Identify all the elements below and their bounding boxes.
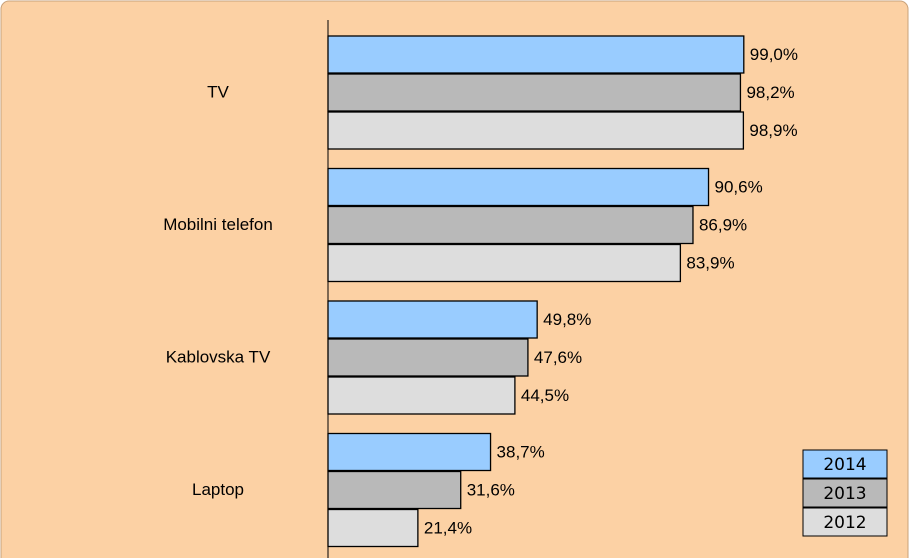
bar — [327, 432, 492, 472]
bar — [327, 508, 419, 548]
y-tick-label: Laptop — [192, 480, 244, 499]
bar — [327, 111, 745, 150]
bar — [327, 338, 529, 377]
bar — [327, 243, 682, 283]
legend-swatch — [802, 478, 888, 508]
bar — [327, 470, 462, 510]
bar — [327, 167, 710, 207]
data-label: 21,4% — [424, 518, 472, 537]
data-label: 49,8% — [543, 310, 591, 329]
data-label: 47,6% — [534, 348, 582, 367]
data-label: 83,9% — [686, 253, 734, 272]
legend-swatch — [802, 507, 888, 537]
data-label: 31,6% — [467, 480, 515, 499]
legend-label: 2013 — [823, 484, 866, 504]
data-label: 98,9% — [749, 121, 797, 140]
y-tick-label: Mobilni telefon — [163, 215, 273, 234]
data-label: 38,7% — [497, 442, 545, 461]
data-label: 98,2% — [746, 83, 794, 102]
data-label: 86,9% — [699, 215, 747, 234]
data-label: 99,0% — [750, 45, 798, 64]
bar — [327, 300, 538, 339]
legend-label: 2012 — [823, 513, 866, 533]
y-tick-label: TV — [207, 82, 229, 101]
legend-swatch — [802, 449, 888, 479]
bar — [327, 73, 742, 112]
data-label: 90,6% — [715, 177, 763, 196]
data-label: 44,5% — [521, 386, 569, 405]
bar — [327, 205, 694, 245]
bar — [327, 35, 745, 74]
bar — [327, 376, 516, 415]
y-tick-label: Kablovska TV — [166, 347, 271, 366]
legend-label: 2014 — [823, 455, 866, 475]
